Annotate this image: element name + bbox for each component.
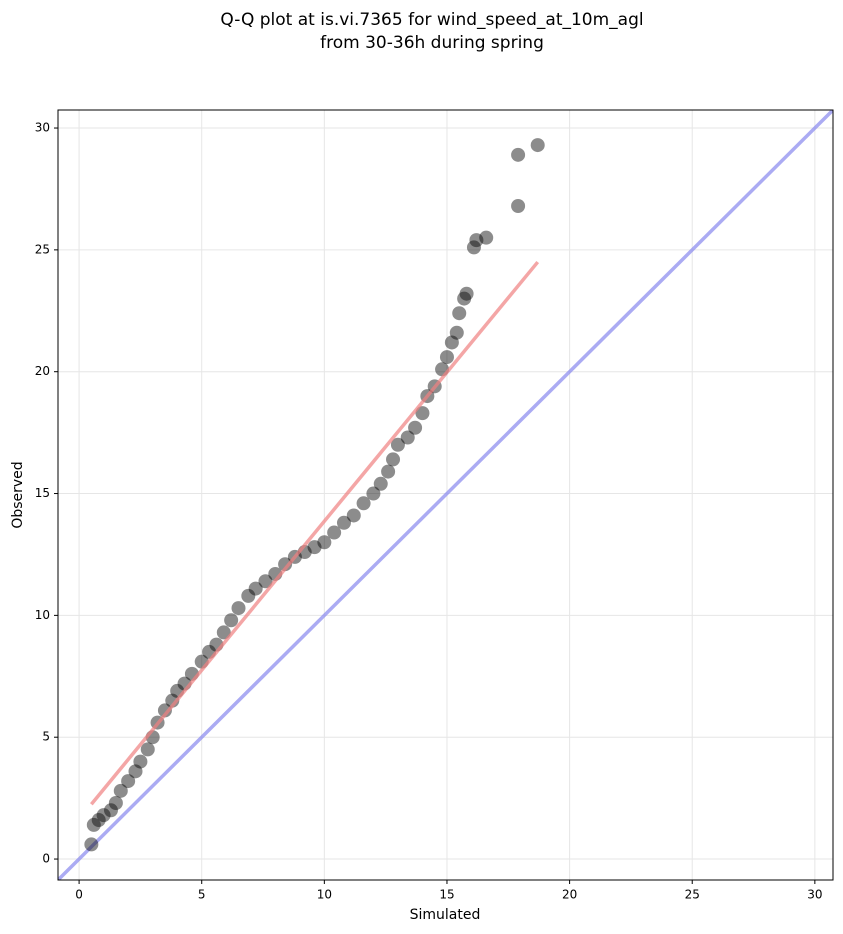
- point: [415, 406, 430, 421]
- point: [216, 625, 231, 640]
- y-tick-label: 5: [42, 730, 50, 744]
- y-tick-label: 20: [35, 364, 50, 378]
- point: [307, 540, 322, 555]
- point: [317, 535, 332, 550]
- x-tick-label: 30: [807, 888, 822, 902]
- point: [121, 774, 136, 789]
- point: [469, 233, 484, 248]
- point: [113, 783, 128, 798]
- point: [459, 286, 474, 301]
- point: [336, 515, 351, 530]
- point: [258, 574, 273, 589]
- point: [444, 335, 459, 350]
- point: [241, 588, 256, 603]
- point: [386, 452, 401, 467]
- point: [390, 437, 405, 452]
- point: [278, 557, 293, 572]
- chart-title: Q-Q plot at is.vi.7365 for wind_speed_at…: [220, 10, 643, 30]
- fit-line: [90, 260, 540, 806]
- point: [373, 476, 388, 491]
- point: [479, 230, 494, 245]
- x-tick-label: 25: [685, 888, 700, 902]
- point: [356, 496, 371, 511]
- point: [128, 764, 143, 779]
- point: [457, 291, 472, 306]
- point: [449, 325, 464, 340]
- chart-title: from 30-36h during spring: [320, 33, 544, 53]
- point: [108, 796, 123, 810]
- reference-line: [58, 110, 833, 880]
- y-tick-label: 25: [35, 242, 50, 256]
- point: [103, 803, 118, 818]
- y-tick-label: 15: [35, 486, 50, 500]
- plot-frame: [57, 109, 834, 881]
- point: [248, 581, 263, 596]
- y-axis-label: Observed: [10, 461, 26, 528]
- point: [327, 525, 342, 540]
- point: [84, 837, 99, 852]
- point: [400, 430, 415, 445]
- y-tick-label: 30: [35, 121, 50, 135]
- x-tick-label: 5: [198, 888, 206, 902]
- x-axis-label: Simulated: [410, 907, 481, 923]
- y-tick-label: 10: [35, 608, 50, 622]
- point: [381, 464, 396, 479]
- x-tick-label: 0: [75, 888, 83, 902]
- x-tick-label: 10: [317, 888, 332, 902]
- point: [91, 813, 106, 828]
- point: [231, 601, 246, 616]
- point: [140, 742, 155, 757]
- point: [530, 138, 545, 153]
- point: [133, 754, 148, 769]
- point: [346, 508, 361, 523]
- x-tick-label: 20: [562, 888, 577, 902]
- point: [439, 350, 454, 365]
- point: [466, 240, 481, 255]
- y-tick-label: 0: [42, 852, 50, 866]
- point: [452, 306, 467, 321]
- point: [96, 808, 111, 823]
- point: [511, 199, 526, 214]
- x-tick-label: 15: [439, 888, 454, 902]
- point: [511, 147, 526, 162]
- point: [224, 613, 239, 628]
- point: [157, 703, 172, 718]
- point: [86, 817, 101, 832]
- point: [408, 420, 423, 435]
- point: [366, 486, 381, 501]
